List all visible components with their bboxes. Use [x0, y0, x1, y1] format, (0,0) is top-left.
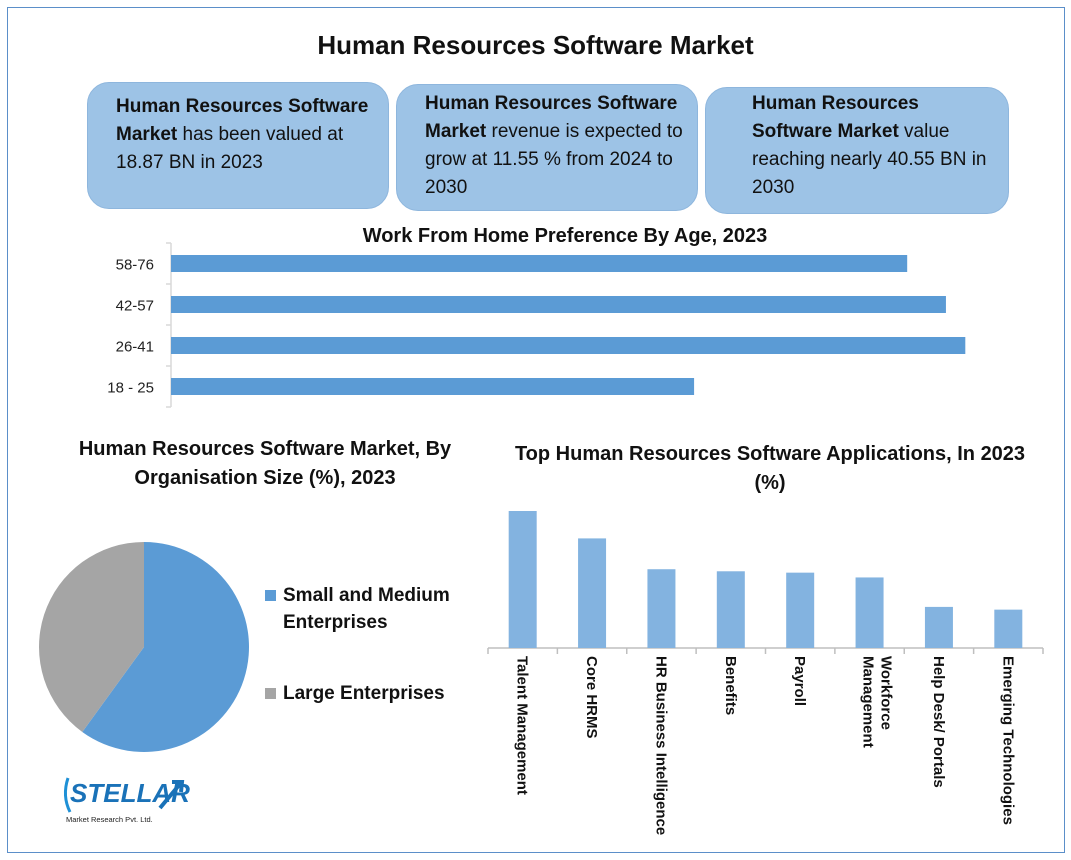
infographic-frame: [7, 7, 1065, 853]
legend-item-large: Large Enterprises: [265, 680, 445, 707]
column-0: [508, 511, 537, 648]
legend-swatch-large: [265, 688, 276, 699]
pie-slice-1: [38, 542, 144, 732]
column-4: [786, 572, 815, 648]
column-tick-label: WorkforceManagement: [860, 656, 895, 748]
legend-label-sme: Small and Medium Enterprises: [283, 585, 450, 633]
bar-tick-label: 18 - 25: [107, 380, 154, 397]
column-tick-label: Emerging Technologies: [999, 656, 1016, 825]
bar-tick-label: 58-76: [116, 257, 154, 274]
legend-swatch-sme: [265, 590, 276, 601]
stat-box-bold: Human Resources Software Market: [116, 96, 369, 145]
column-1: [578, 538, 607, 648]
column-tick-label: Core HRMS: [583, 656, 600, 739]
stat-box-bold: Human Resources Software Market: [752, 93, 919, 142]
column-tick-label: Benefits: [722, 656, 739, 715]
legend-label-large: Large Enterprises: [283, 683, 445, 704]
legend-item-sme: Small and Medium Enterprises: [265, 582, 450, 636]
column-tick-label: HR Business Intelligence: [652, 656, 669, 835]
column-5: [855, 577, 884, 648]
column-3: [716, 571, 745, 648]
bar-0: [171, 255, 908, 272]
stat-box-text: revenue is expected to grow at 11.55 % f…: [425, 121, 683, 198]
logo-arrow: [158, 780, 185, 810]
stat-box-text: value reaching nearly 40.55 BN in 2030: [752, 121, 987, 198]
bar-chart-title: Work From Home Preference By Age, 2023: [362, 225, 768, 247]
column-tick-label: Payroll: [791, 656, 808, 706]
column-6: [924, 606, 953, 648]
pie-slice-0: [82, 542, 249, 752]
stat-box-growth: Human Resources Software Market revenue …: [396, 84, 698, 211]
bar-tick-label: 42-57: [116, 298, 154, 315]
stat-box-forecast: Human Resources Software Market value re…: [705, 87, 1009, 214]
column-tick-label: Talent Management: [514, 656, 531, 795]
column-2: [647, 569, 676, 648]
bar-3: [171, 378, 695, 395]
column-chart-title: Top Human Resources Software Application…: [514, 443, 1026, 494]
bar-2: [171, 337, 966, 354]
bar-1: [171, 296, 946, 313]
logo-subtitle: Market Research Pvt. Ltd.: [66, 815, 153, 824]
logo-swoosh: [63, 777, 72, 813]
column-7: [994, 609, 1023, 648]
page-title: Human Resources Software Market: [317, 30, 754, 60]
column-tick-label: Help Desk/ Portals: [930, 656, 947, 788]
pie-chart-title: Human Resources Software Market, By Orga…: [78, 438, 452, 489]
stat-box-bold: Human Resources Software Market: [425, 93, 678, 142]
bar-tick-label: 26-41: [116, 339, 154, 356]
stat-box-valuation: Human Resources Software Market has been…: [87, 82, 389, 209]
stellar-logo: STELLAR Market Research Pvt. Ltd.: [63, 777, 190, 824]
stat-box-text: has been valued at 18.87 BN in 2023: [116, 124, 344, 173]
